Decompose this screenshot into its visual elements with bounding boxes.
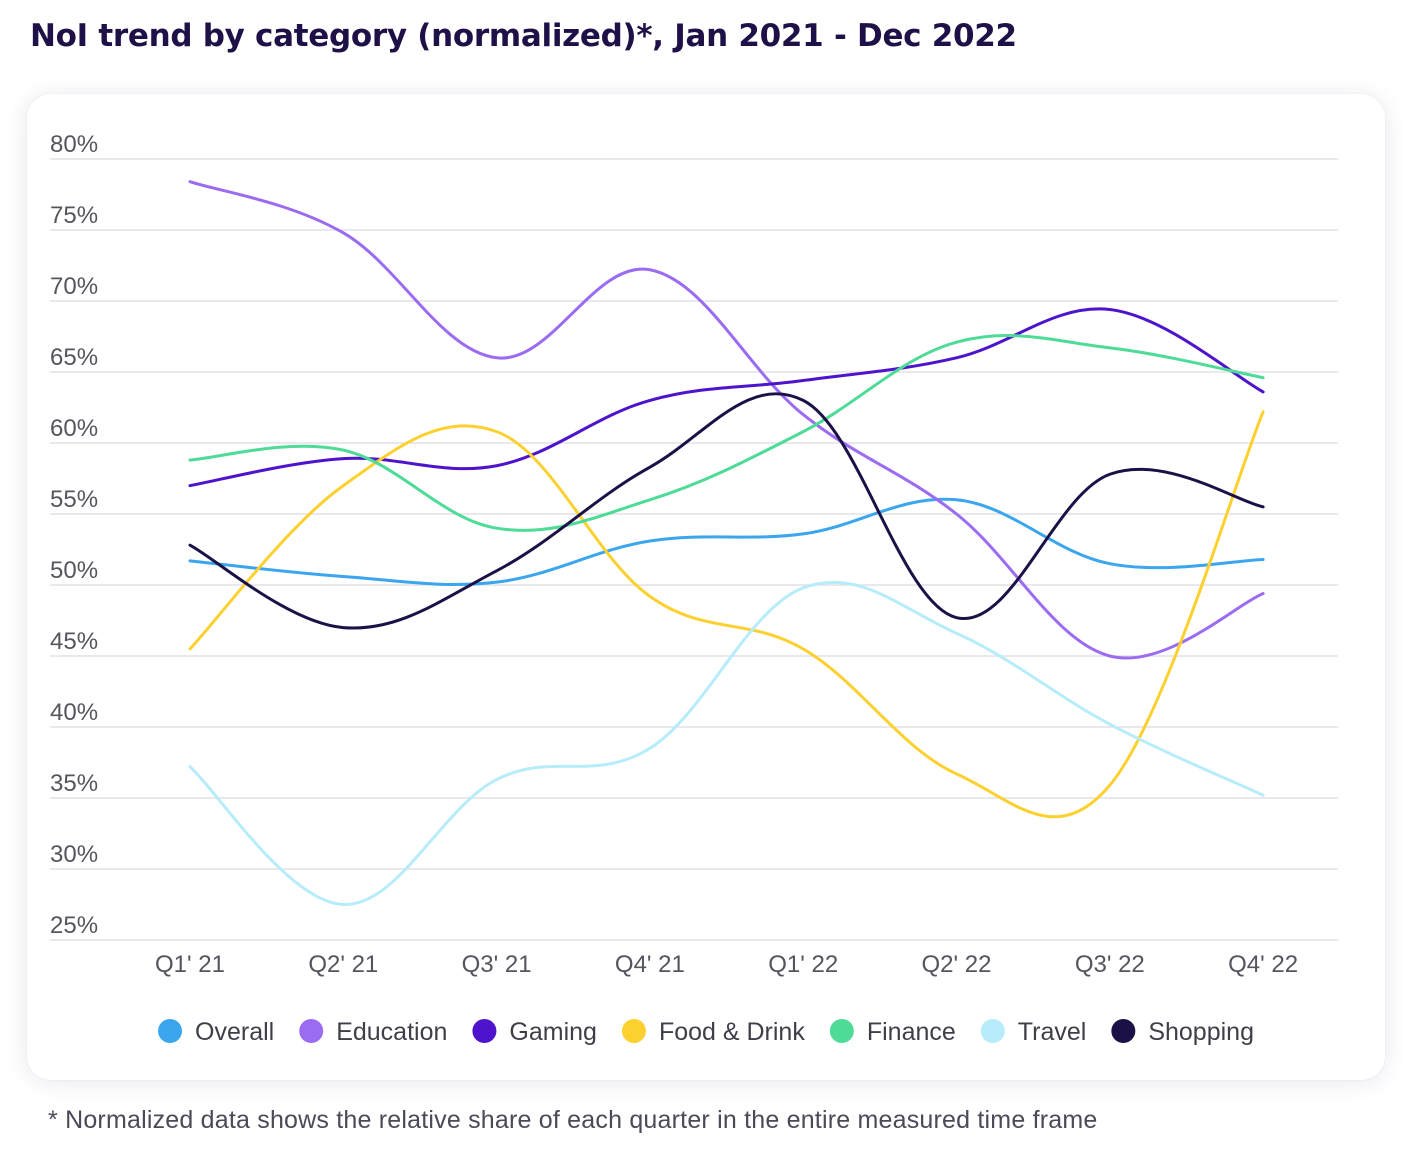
gridlines <box>50 158 1338 941</box>
legend-label: Finance <box>867 1018 956 1046</box>
legend-label: Education <box>336 1018 447 1046</box>
series-line-shopping <box>188 392 1265 630</box>
legend-label: Shopping <box>1148 1018 1254 1046</box>
legend-item-travel: Travel <box>980 1018 1087 1046</box>
legend-label: Food & Drink <box>659 1018 805 1046</box>
legend-label: Overall <box>195 1018 274 1046</box>
legend-label: Travel <box>1018 1018 1087 1046</box>
legend-marker <box>980 1019 1005 1043</box>
legend-item-finance: Finance <box>829 1018 956 1046</box>
legend-marker <box>158 1019 183 1043</box>
series-line-finance <box>188 334 1265 532</box>
y-tick-label: 65% <box>50 344 98 371</box>
x-tick-label: Q4' 21 <box>615 951 685 978</box>
y-axis-ticks: 25% 30% 35% 40% 45% 50% 55% 60% 65% 70% 75% 80% <box>50 131 98 939</box>
y-tick-label: 60% <box>50 415 98 442</box>
x-tick-label: Q1' 21 <box>155 951 225 978</box>
x-tick-label: Q1' 22 <box>768 951 838 978</box>
chart-title: NoI trend by category (normalized)*, Jan… <box>30 18 1017 54</box>
x-tick-label: Q3' 21 <box>462 951 532 978</box>
y-tick-label: 40% <box>50 699 98 726</box>
y-tick-label: 80% <box>50 131 98 158</box>
y-tick-label: 25% <box>50 912 98 939</box>
series-line-gaming <box>188 307 1265 488</box>
x-tick-label: Q2' 22 <box>922 951 992 978</box>
x-tick-label: Q2' 21 <box>308 951 378 978</box>
y-tick-label: 45% <box>50 628 98 655</box>
legend-marker <box>621 1019 646 1043</box>
legend: Overall Education Gaming Food & Drink Financ… <box>158 1018 1254 1046</box>
footnote: * Normalized data shows the relative sha… <box>48 1106 1098 1134</box>
legend-label: Gaming <box>509 1018 597 1046</box>
y-tick-label: 50% <box>50 557 98 584</box>
series-line-education <box>188 180 1265 660</box>
series-line-travel <box>188 580 1265 907</box>
y-tick-label: 35% <box>50 770 98 797</box>
legend-marker <box>829 1019 854 1043</box>
legend-item-shopping: Shopping <box>1111 1018 1254 1046</box>
x-tick-label: Q3' 22 <box>1075 951 1145 978</box>
x-axis-ticks: Q1' 21 Q2' 21 Q3' 21 Q4' 21 Q1' 22 Q2' 22 Q3' … <box>155 951 1298 978</box>
y-tick-label: 75% <box>50 202 98 229</box>
series-line-food-drink <box>188 410 1265 819</box>
series-lines <box>188 180 1265 907</box>
legend-item-food-drink: Food & Drink <box>621 1018 805 1046</box>
legend-item-gaming: Gaming <box>472 1018 597 1046</box>
series-line-overall <box>188 497 1265 586</box>
legend-item-overall: Overall <box>158 1018 274 1046</box>
y-tick-label: 30% <box>50 841 98 868</box>
legend-marker <box>1111 1019 1136 1043</box>
legend-marker <box>472 1019 497 1043</box>
x-tick-label: Q4' 22 <box>1228 951 1298 978</box>
y-tick-label: 70% <box>50 273 98 300</box>
y-tick-label: 55% <box>50 486 98 513</box>
legend-item-education: Education <box>299 1018 447 1046</box>
legend-marker <box>299 1019 324 1043</box>
